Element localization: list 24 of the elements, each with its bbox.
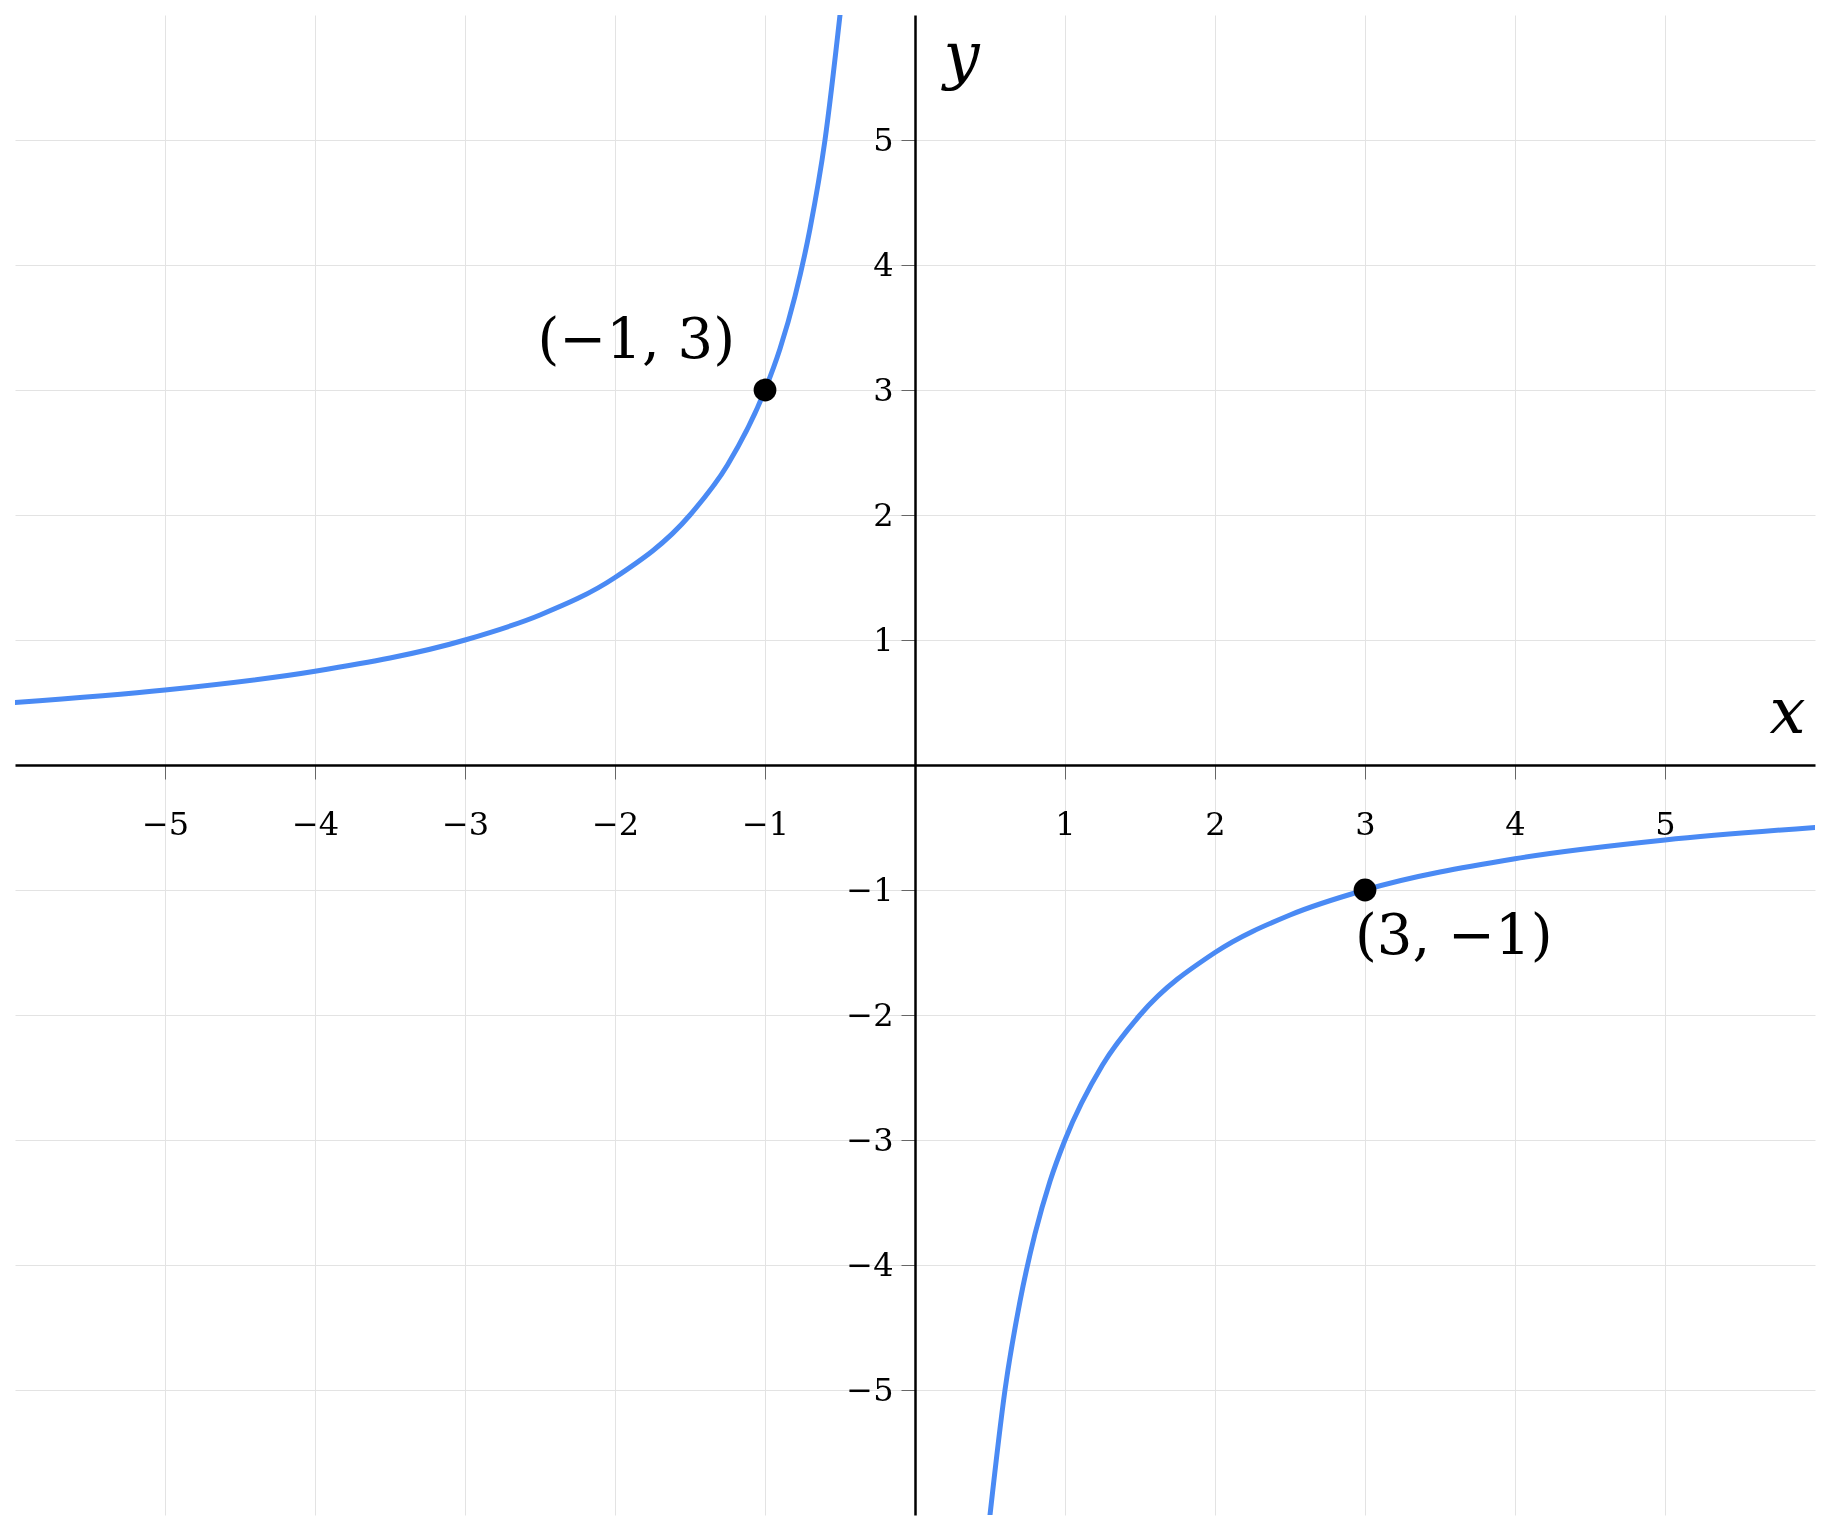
y-tick-label: 1 <box>873 620 894 659</box>
y-tick-label: 5 <box>873 120 894 159</box>
x-tick-label: 3 <box>1355 804 1376 843</box>
y-tick-label: −5 <box>846 1370 894 1409</box>
y-tick-label: −1 <box>846 870 894 909</box>
x-tick-label: −1 <box>741 804 790 843</box>
x-tick-label: −2 <box>591 804 640 843</box>
x-tick-label: 4 <box>1505 804 1526 843</box>
y-axis-title: y <box>940 17 981 92</box>
x-tick-label: −3 <box>441 804 490 843</box>
x-tick-label: 5 <box>1655 804 1676 843</box>
y-tick-label: −2 <box>846 995 894 1034</box>
y-tick-label: −4 <box>846 1245 894 1284</box>
y-tick-label: −3 <box>846 1120 894 1159</box>
x-tick-label: 1 <box>1055 804 1076 843</box>
y-tick-label: 4 <box>873 245 894 284</box>
annotation: (−1, 3) <box>537 306 735 371</box>
x-tick-label: −4 <box>291 804 340 843</box>
x-tick-label: −5 <box>141 804 190 843</box>
y-tick-label: 2 <box>873 495 894 534</box>
annotation: (3, −1) <box>1355 902 1553 967</box>
x-axis-title: x <box>1769 673 1806 748</box>
y-tick-label: 3 <box>873 370 894 409</box>
x-tick-label: 2 <box>1205 804 1226 843</box>
